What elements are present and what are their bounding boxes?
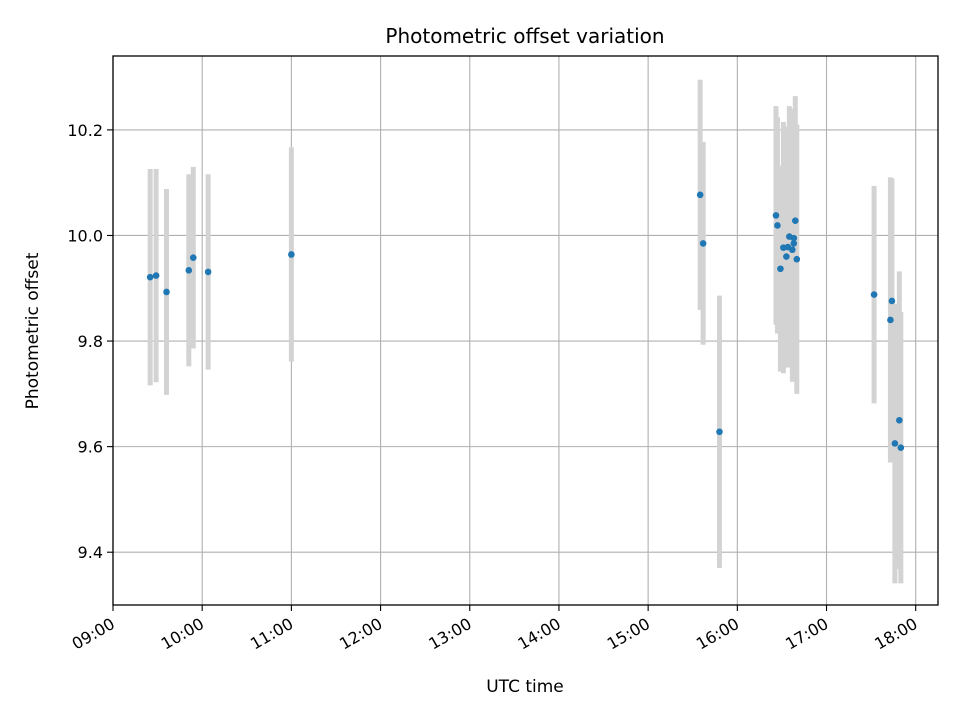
data-point	[204, 268, 212, 276]
x-axis-label: UTC time	[486, 677, 564, 697]
data-point	[699, 240, 707, 247]
y-tick-label: 10.2	[67, 121, 103, 140]
data-point	[888, 297, 896, 305]
data-point	[163, 288, 170, 296]
data-point	[897, 444, 905, 451]
y-tick-label: 9.8	[78, 332, 103, 351]
y-tick-label: 10.0	[67, 226, 103, 245]
data-point	[152, 272, 160, 279]
data-point	[790, 240, 798, 247]
chart-title: Photometric offset variation	[385, 24, 664, 48]
data-point	[791, 217, 799, 224]
data-point	[185, 267, 193, 274]
data-point	[891, 440, 899, 447]
data-point	[789, 246, 796, 254]
y-axis-label: Photometric offset	[23, 252, 43, 409]
data-point	[783, 253, 790, 260]
y-axis-ticks: 9.4 9.6 9.8 10.0 10.2	[67, 121, 113, 562]
y-tick-label: 9.6	[78, 438, 103, 457]
data-point	[790, 234, 798, 242]
data-point	[777, 265, 784, 273]
data-point	[716, 428, 723, 436]
data-point	[288, 251, 295, 258]
plot-frame	[112, 55, 939, 606]
data-point	[896, 416, 903, 424]
y-tick-label: 9.4	[78, 543, 103, 562]
data-points	[146, 191, 905, 451]
data-point	[772, 212, 780, 219]
data-point	[887, 316, 894, 324]
data-point	[793, 255, 801, 263]
data-point	[189, 254, 197, 261]
data-point	[146, 273, 154, 281]
data-point	[774, 222, 781, 229]
data-point	[870, 291, 878, 298]
data-point	[696, 191, 704, 199]
grid	[112, 56, 938, 605]
